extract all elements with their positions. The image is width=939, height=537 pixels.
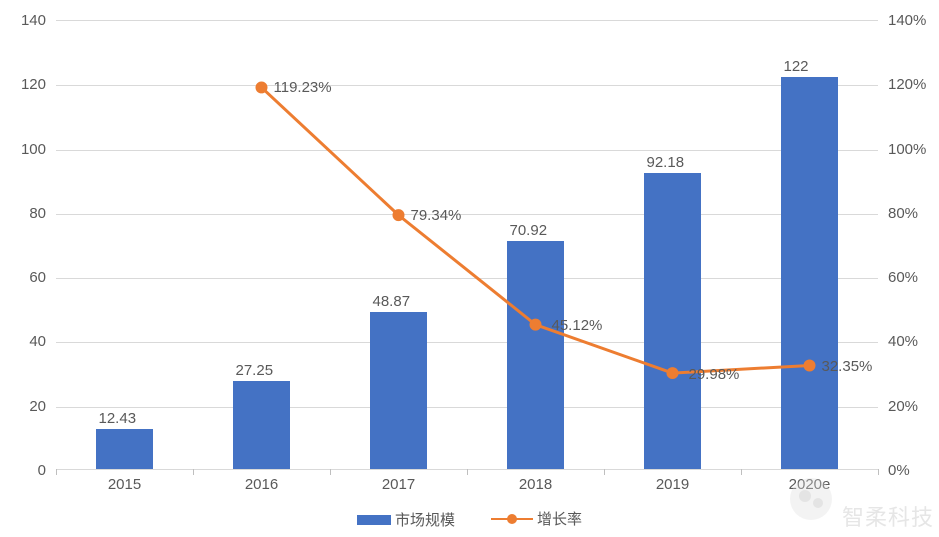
y-left-tick: 60 xyxy=(29,270,46,285)
line-marker xyxy=(804,360,816,372)
x-tickmark xyxy=(878,469,879,475)
y-left-tick: 40 xyxy=(29,334,46,349)
plot-area: 00%2020%4040%6060%8080%100100%120120%140… xyxy=(56,20,878,470)
x-category-label: 2019 xyxy=(656,476,689,493)
y-left-tick: 0 xyxy=(38,463,46,478)
x-category-label: 2018 xyxy=(519,476,552,493)
y-left-tick: 120 xyxy=(21,77,46,92)
y-left-tick: 20 xyxy=(29,399,46,414)
legend-swatch-bar xyxy=(357,515,391,525)
y-right-tick: 100% xyxy=(888,142,926,157)
line-value-label: 29.98% xyxy=(689,367,740,382)
y-left-tick: 100 xyxy=(21,142,46,157)
line-value-label: 79.34% xyxy=(411,208,462,223)
combo-chart: 0 0% 20 20% 40 40% 60 60% 80 80% 100 100% 120 120% 140… xyxy=(0,0,939,537)
line-marker xyxy=(393,209,405,221)
line-marker xyxy=(667,367,679,379)
y-right-tick: 0% xyxy=(888,463,910,478)
x-tickmark xyxy=(56,469,57,475)
x-tickmark xyxy=(193,469,194,475)
watermark-icon xyxy=(790,478,832,520)
x-tickmark xyxy=(604,469,605,475)
x-category-label: 2016 xyxy=(245,476,278,493)
line-marker xyxy=(530,319,542,331)
x-category-label: 2017 xyxy=(382,476,415,493)
legend-label: 市场规模 xyxy=(395,509,455,530)
watermark-text: 智柔科技 xyxy=(842,500,934,532)
x-tickmark xyxy=(741,469,742,475)
legend-label: 增长率 xyxy=(537,508,582,529)
y-right-tick: 80% xyxy=(888,206,918,221)
line-value-label: 45.12% xyxy=(552,318,603,333)
y-right-tick: 60% xyxy=(888,270,918,285)
x-tickmark xyxy=(330,469,331,475)
y-left-tick: 80 xyxy=(29,206,46,221)
y-right-tick: 140% xyxy=(888,13,926,28)
y-right-tick: 20% xyxy=(888,399,918,414)
line-marker xyxy=(256,81,268,93)
y-right-tick: 120% xyxy=(888,77,926,92)
x-category-label: 2015 xyxy=(108,476,141,493)
line-value-label: 119.23% xyxy=(274,80,332,95)
legend-item: 增长率 xyxy=(491,508,582,529)
legend-item: 市场规模 xyxy=(357,509,455,530)
x-tickmark xyxy=(467,469,468,475)
y-right-tick: 40% xyxy=(888,334,918,349)
legend-swatch-line xyxy=(491,513,533,525)
line-value-label: 32.35% xyxy=(822,359,873,374)
line-layer xyxy=(56,21,878,469)
y-left-tick: 140 xyxy=(21,13,46,28)
